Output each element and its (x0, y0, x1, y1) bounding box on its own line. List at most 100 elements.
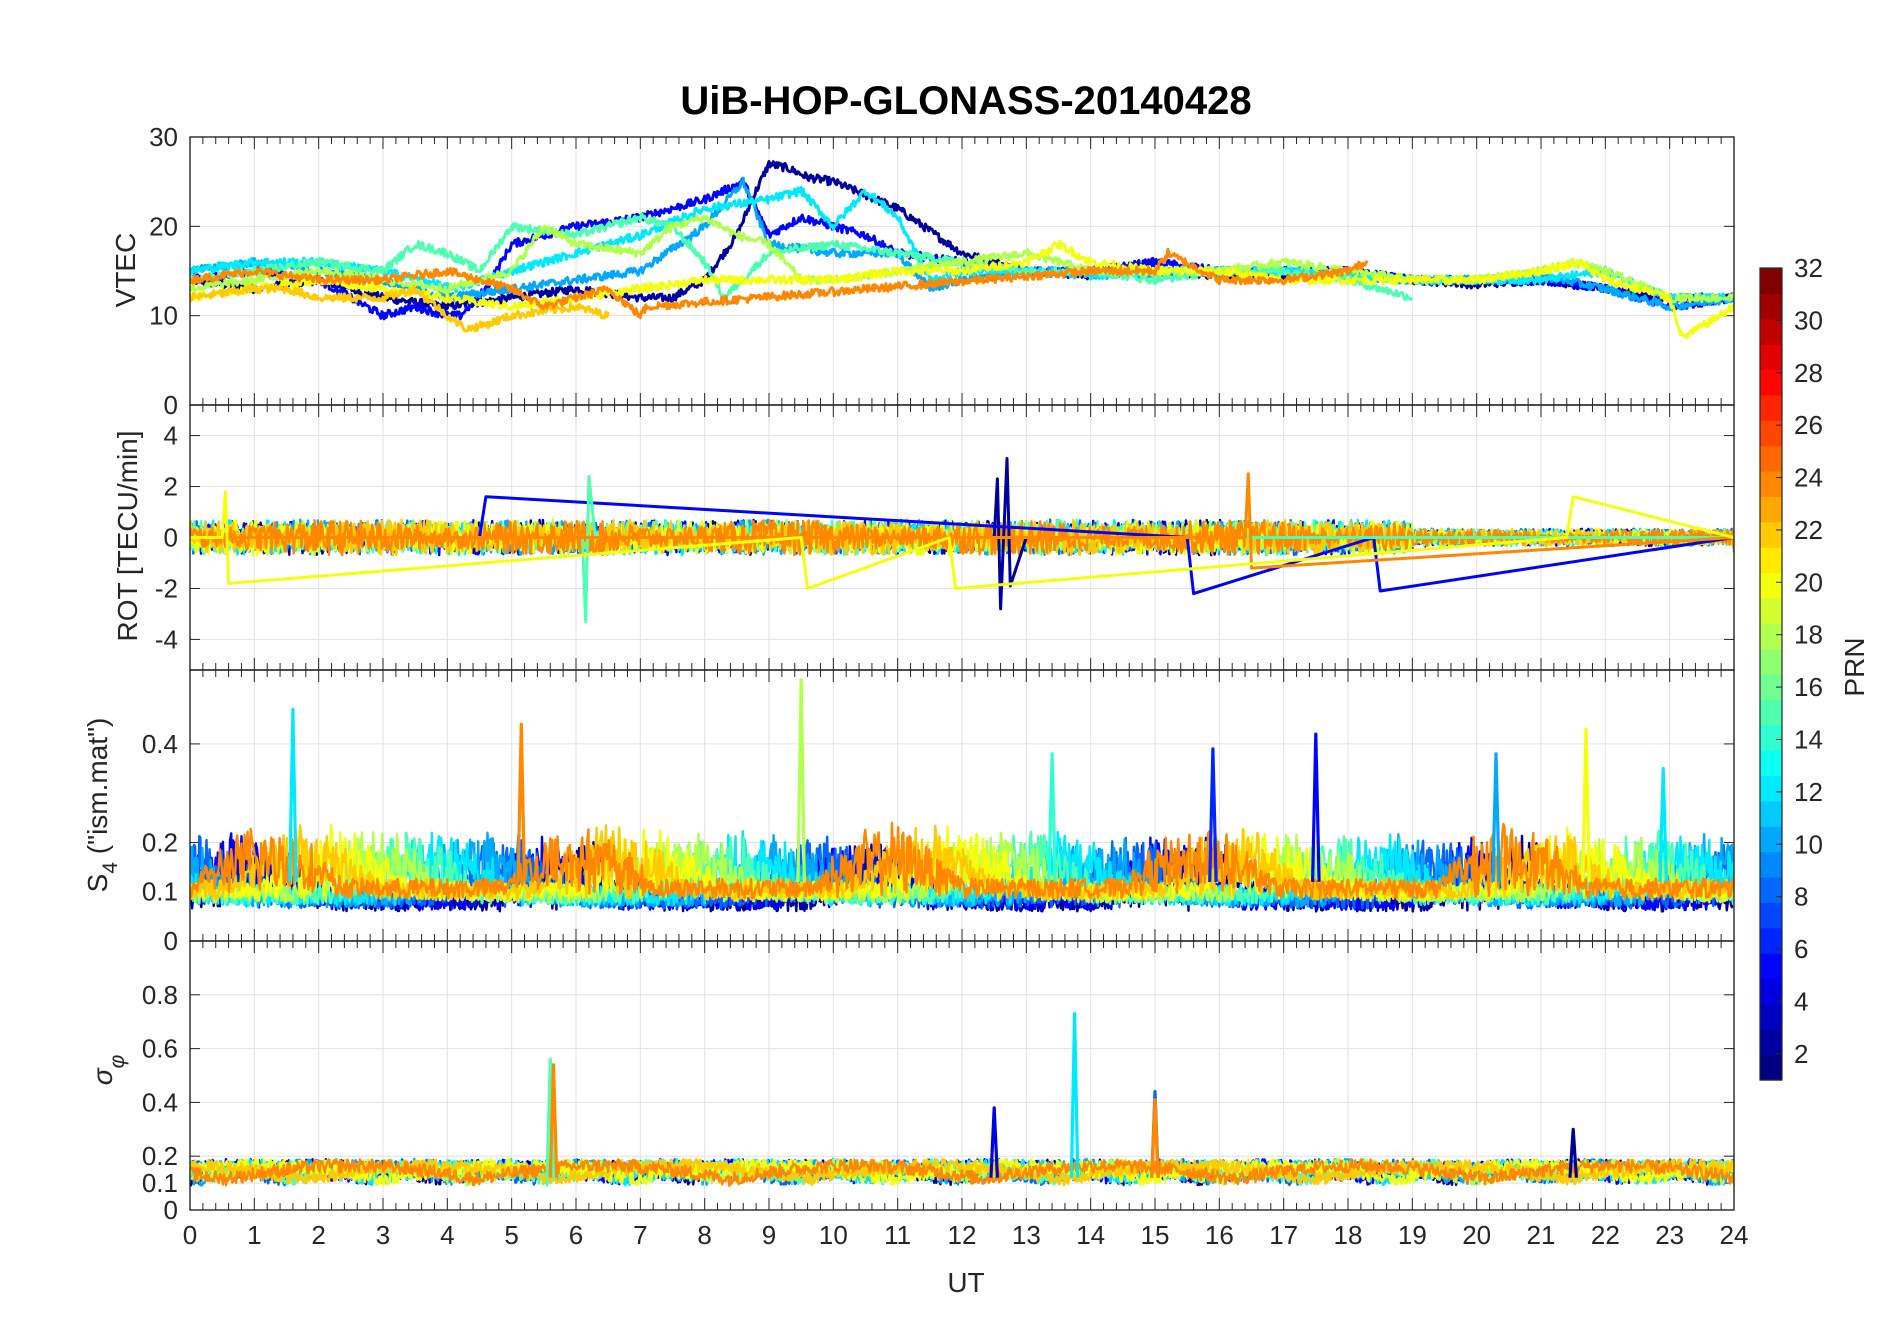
peak-prn-12 (1658, 766, 1668, 882)
colorbar-segment (1760, 445, 1782, 472)
y-tick-label: 0.8 (142, 980, 178, 1010)
colorbar-tick-label: 16 (1794, 672, 1823, 702)
colorbar-tick-label: 26 (1794, 410, 1823, 440)
x-tick-label: 12 (948, 1220, 977, 1250)
colorbar-segment (1760, 902, 1782, 929)
colorbar-segment (1760, 597, 1782, 624)
y-tick-label: 0.1 (142, 1168, 178, 1198)
y-tick-label: 30 (149, 122, 178, 152)
colorbar-tick-label: 20 (1794, 567, 1823, 597)
peak-prn-14 (1047, 752, 1057, 882)
colorbar-segment (1760, 572, 1782, 599)
y-tick-label: 0 (164, 390, 178, 420)
colorbar-segment (1760, 369, 1782, 396)
y-tick-label: 0.2 (142, 827, 178, 857)
y-tick-label: 0 (164, 926, 178, 956)
peak-prn-10 (1491, 752, 1501, 882)
colorbar-tick-label: 14 (1794, 724, 1823, 754)
y-axis-label-sigma-phi: σφ (87, 1054, 129, 1085)
colorbar-segment (1760, 1054, 1782, 1081)
x-tick-label: 17 (1269, 1220, 1298, 1250)
colorbar-tick-label: 18 (1794, 620, 1823, 650)
x-tick-label: 1 (247, 1220, 261, 1250)
colorbar-frame (1759, 267, 1783, 1081)
y-tick-label: 10 (149, 301, 178, 331)
colorbar-segment (1760, 521, 1782, 548)
colorbar-tick-label: 32 (1794, 253, 1823, 283)
plot-area (190, 160, 1734, 339)
plot-area (190, 1012, 1734, 1187)
peak-prn-24 (516, 722, 527, 882)
peak-prn-6 (1208, 747, 1218, 882)
colorbar-segment (1760, 1029, 1782, 1056)
series-line-prn-22 (190, 1157, 1734, 1187)
colorbar-label: PRN (1839, 637, 1870, 696)
panel-s4: S4 ("ism.mat") 0 0.1 0.2 0.4 (82, 669, 1735, 956)
peak-prn-24 (548, 1063, 559, 1178)
x-tick-label: 11 (884, 1220, 911, 1250)
x-tick-label: 13 (1012, 1220, 1041, 1250)
x-tick-label: 20 (1462, 1220, 1491, 1250)
x-tick-label: 18 (1334, 1220, 1363, 1250)
colorbar-segment (1760, 623, 1782, 650)
series-line-prn-24 (190, 1157, 1734, 1187)
peak-prn-18 (796, 678, 806, 882)
colorbar-tick-label: 8 (1794, 882, 1808, 912)
colorbar-tick-label: 12 (1794, 777, 1823, 807)
x-tick-label: 7 (633, 1220, 647, 1250)
y-tick-label: 4 (164, 421, 178, 451)
colorbar-segment (1760, 699, 1782, 726)
y-tick-label: -4 (155, 624, 178, 654)
y-tick-label: 0 (164, 1195, 178, 1225)
y-tick-label: -2 (155, 573, 178, 603)
plot-area (190, 678, 1734, 913)
spike-prn-20 (190, 490, 1734, 590)
colorbar-segment (1760, 293, 1782, 320)
colorbar-segment (1760, 826, 1782, 853)
x-tick-label: 15 (1141, 1220, 1170, 1250)
y-tick-label: 0.4 (142, 1087, 178, 1117)
x-tick-label: 16 (1205, 1220, 1234, 1250)
colorbar-segment (1760, 851, 1782, 878)
colorbar-segment (1760, 420, 1782, 447)
colorbar-tick-label: 28 (1794, 358, 1823, 388)
y-tick-label: 0.6 (142, 1034, 178, 1064)
colorbar-segment (1760, 978, 1782, 1005)
series-line-prn-24 (190, 247, 1369, 320)
series-line-prn-18 (190, 1158, 1734, 1187)
plot-area (190, 457, 1734, 624)
colorbar-segment (1760, 268, 1782, 294)
colorbar-segment (1760, 800, 1782, 827)
x-tick-label: 3 (376, 1220, 390, 1250)
panel-rot: ROT [TECU/min] -4 -2 0 2 4 (112, 404, 1735, 671)
colorbar-segment (1760, 724, 1782, 751)
x-tick-label: 5 (504, 1220, 518, 1250)
x-tick-label: 2 (311, 1220, 325, 1250)
x-axis: 0 1 2 3 4 5 6 7 8 9 10 11 12 13 14 15 16 17 18 19 20 21 22 23 24 (183, 1220, 1749, 1250)
colorbar-segment (1760, 877, 1782, 903)
x-tick-label: 23 (1655, 1220, 1684, 1250)
peak-prn-12 (1069, 1012, 1080, 1178)
x-tick-label: 14 (1076, 1220, 1105, 1250)
x-tick-label: 8 (697, 1220, 711, 1250)
y-tick-label: 0.4 (142, 729, 178, 759)
chart-title: UiB-HOP-GLONASS-20140428 (680, 79, 1251, 123)
colorbar-segment (1760, 547, 1782, 574)
colorbar-tick-label: 2 (1794, 1039, 1808, 1069)
colorbar-tick-label: 24 (1794, 463, 1823, 493)
colorbar-segment (1760, 674, 1782, 700)
colorbar-tick-label: 4 (1794, 986, 1808, 1016)
colorbar-segment (1760, 927, 1782, 954)
peak-prn-2 (1568, 1127, 1578, 1178)
spike-prn-24 (190, 472, 1734, 570)
series-line-prn-24 (190, 821, 1734, 900)
x-tick-label: 4 (440, 1220, 454, 1250)
y-tick-label: 0.2 (142, 1141, 178, 1171)
x-tick-label: 6 (569, 1220, 583, 1250)
colorbar-segment (1760, 648, 1782, 675)
y-axis-label-s4: S4 ("ism.mat") (82, 718, 122, 893)
peak-prn-4 (989, 1106, 999, 1178)
peak-prn-24 (1150, 1098, 1160, 1178)
panel-sigma-phi: σφ 00.10.2 0.4 0.6 0.8 (87, 940, 1735, 1225)
